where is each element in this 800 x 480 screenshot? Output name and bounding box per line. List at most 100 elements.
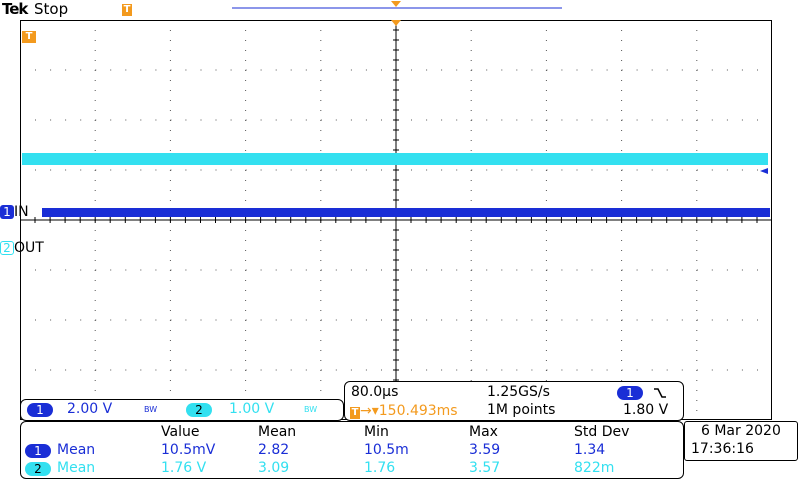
grid-dot	[696, 390, 698, 391]
grid-dot	[561, 69, 563, 71]
sample-rate[interactable]: 1.25GS/s	[487, 384, 550, 400]
grid-dot	[215, 269, 217, 271]
grid-dot	[696, 380, 698, 381]
grid-dot	[230, 319, 232, 321]
grid-dot	[470, 140, 472, 141]
trigger-source-badge[interactable]: 1	[617, 386, 643, 400]
grid-dot	[335, 369, 337, 371]
grid-dot	[94, 30, 96, 31]
grid-dot	[441, 369, 443, 371]
grid-dot	[94, 240, 96, 241]
grid-dot	[170, 69, 172, 71]
grid-dot	[335, 119, 337, 121]
row-ch1-std: 1.34	[574, 442, 606, 458]
grid-dot	[696, 280, 698, 281]
grid-dot	[621, 300, 623, 301]
grid-dot	[471, 319, 473, 321]
grid-dot	[470, 340, 472, 341]
grid-dot	[651, 169, 653, 171]
grid-dot	[155, 369, 157, 371]
grid-dot	[426, 319, 428, 321]
grid-dot	[696, 40, 698, 41]
grid-dot	[65, 319, 67, 321]
grid-dot	[245, 330, 247, 331]
grid-dot	[245, 230, 247, 231]
grid-dot	[545, 200, 547, 201]
grid-dot	[696, 300, 698, 301]
grid-dot	[381, 269, 382, 271]
ch2-marker[interactable]: 2 OUT	[0, 240, 44, 256]
grid-dot	[696, 180, 698, 181]
ch2-badge[interactable]: 2	[186, 403, 212, 417]
ch2-number: 2	[0, 241, 14, 255]
grid-dot	[757, 69, 758, 71]
grid-dot	[636, 269, 638, 271]
grid-dot	[50, 319, 52, 321]
grid-dot	[94, 180, 96, 181]
grid-dot	[169, 340, 171, 341]
grid-dot	[636, 169, 638, 171]
grid-dot	[441, 69, 443, 71]
grid-dot	[441, 169, 443, 171]
waveform-graticule[interactable]	[20, 20, 772, 420]
grid-dot	[245, 340, 247, 341]
grid-dot	[335, 319, 337, 321]
grid-dot	[545, 350, 547, 351]
grid-dot	[80, 269, 82, 271]
grid-dot	[621, 369, 623, 371]
ch1-badge[interactable]: 1	[27, 403, 53, 417]
grid-dot	[470, 260, 472, 261]
grid-dot	[50, 119, 52, 121]
grid-dot	[245, 50, 247, 51]
ch1-scale[interactable]: 2.00 V	[67, 401, 113, 417]
grid-dot	[381, 169, 382, 171]
grid-dot	[94, 250, 96, 251]
grid-dot	[125, 369, 127, 371]
grid-dot	[50, 169, 52, 171]
grid-dot	[80, 69, 82, 71]
grid-dot	[757, 269, 758, 271]
grid-dot	[65, 369, 67, 371]
ch2-scale[interactable]: 1.00 V	[229, 401, 275, 417]
grid-dot	[155, 69, 157, 71]
grid-dot	[591, 319, 593, 321]
grid-dot	[696, 260, 698, 261]
grid-dot	[621, 100, 623, 101]
measurement-row-ch2[interactable]: 2 Mean 1.76 V 3.09 1.76 3.57 822m	[21, 460, 683, 478]
grid-dot	[545, 30, 547, 31]
grid-dot	[696, 119, 698, 121]
grid-dot	[245, 380, 247, 381]
grid-dot	[546, 269, 548, 271]
grid-dot	[320, 380, 322, 381]
grid-dot	[245, 300, 247, 301]
grid-dot	[426, 69, 428, 71]
trigger-position[interactable]: T →▾150.493ms	[350, 403, 458, 419]
grid-dot	[606, 319, 608, 321]
grid-dot	[381, 69, 382, 71]
grid-dot	[470, 330, 472, 331]
grid-dot	[456, 69, 458, 71]
grid-dot	[471, 69, 473, 71]
grid-dot	[411, 269, 412, 271]
grid-dot	[275, 169, 277, 171]
grid-dot	[576, 269, 578, 271]
grid-dot	[531, 319, 533, 321]
grid-dot	[621, 50, 623, 51]
grid-dot	[200, 369, 202, 371]
grid-dot	[726, 169, 728, 171]
record-length[interactable]: 1M points	[487, 402, 556, 418]
grid-dot	[125, 319, 127, 321]
grid-dot	[470, 350, 472, 351]
grid-dot	[666, 169, 668, 171]
measurement-row-ch1[interactable]: 1 Mean 10.5mV 2.82 10.5m 3.59 1.34	[21, 442, 683, 460]
ch1-marker[interactable]: 1 IN	[0, 204, 29, 220]
time-per-div[interactable]: 80.0µs	[351, 384, 399, 400]
grid-dot	[531, 169, 533, 171]
grid-dot	[94, 80, 96, 81]
grid-dot	[320, 140, 322, 141]
grid-dot	[621, 340, 623, 341]
grid-dot	[290, 369, 292, 371]
trigger-level[interactable]: 1.80 V	[623, 402, 669, 418]
grid-dot	[621, 140, 623, 141]
grid-dot	[245, 40, 247, 41]
